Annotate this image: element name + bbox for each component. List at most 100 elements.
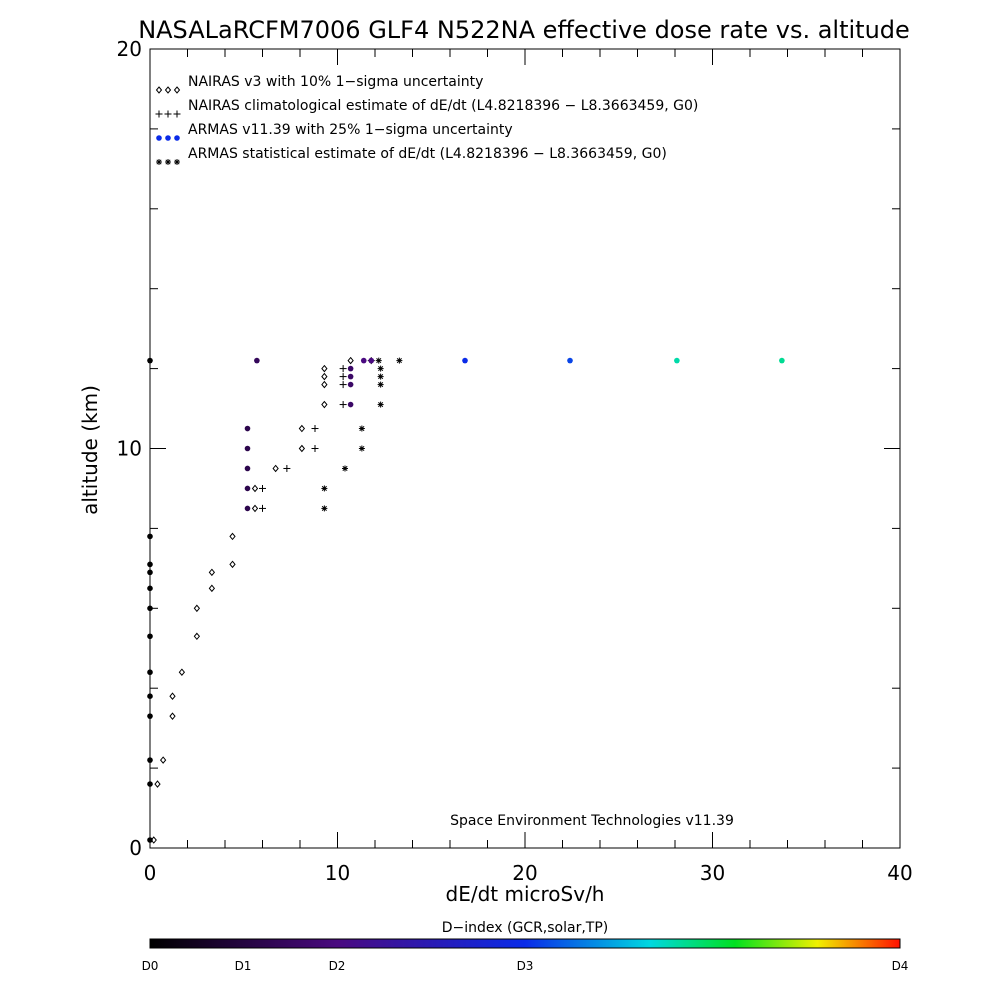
data-point xyxy=(178,668,186,677)
data-point xyxy=(208,584,216,593)
data-point xyxy=(377,373,384,380)
data-point xyxy=(339,365,347,373)
legend-marker xyxy=(173,86,181,94)
credit-text: Space Environment Technologies v11.39 xyxy=(450,813,734,829)
data-point xyxy=(567,357,573,364)
series-asterisk xyxy=(321,357,403,512)
data-point xyxy=(321,380,328,389)
legend-label: ARMAS statistical estimate of dE/dt (L4.… xyxy=(188,146,667,162)
data-point xyxy=(169,712,176,720)
legend-marker xyxy=(173,110,181,118)
y-tick-label: 20 xyxy=(117,37,142,61)
colorbar-labels: D0 D1 D2 D3 D4 xyxy=(142,959,909,973)
data-point xyxy=(272,464,279,473)
data-point xyxy=(147,633,153,640)
data-point xyxy=(347,356,354,365)
data-point xyxy=(462,357,468,364)
legend-label: NAIRAS v3 with 10% 1−sigma uncertainty xyxy=(188,74,483,90)
legend-entry: ARMAS statistical estimate of dE/dt (L4.… xyxy=(156,146,667,165)
legend-marker xyxy=(156,159,162,165)
data-point xyxy=(347,365,354,372)
data-point xyxy=(360,357,367,364)
y-tick-label: 0 xyxy=(129,836,142,860)
data-point xyxy=(368,357,375,364)
data-point xyxy=(321,364,328,373)
legend: NAIRAS v3 with 10% 1−sigma uncertainty NA… xyxy=(155,74,698,165)
data-point xyxy=(147,669,153,676)
data-point xyxy=(298,444,306,453)
data-point xyxy=(347,373,354,380)
x-tick-label: 20 xyxy=(512,861,537,885)
data-point xyxy=(193,632,201,641)
data-point xyxy=(147,757,153,763)
legend-label: ARMAS v11.39 with 25% 1−sigma uncertaint… xyxy=(188,122,513,138)
legend-marker xyxy=(165,135,171,141)
legend-entry: ARMAS v11.39 with 25% 1−sigma uncertaint… xyxy=(156,122,513,141)
data-point xyxy=(259,504,266,512)
data-point xyxy=(339,373,347,381)
data-point xyxy=(339,381,347,389)
data-point xyxy=(169,692,176,700)
y-tick-label: 10 xyxy=(117,437,142,461)
colorbar-label: D0 xyxy=(142,959,159,973)
data-point xyxy=(147,357,153,364)
series-dot xyxy=(147,357,785,843)
data-point xyxy=(229,532,236,541)
x-tick-label: 30 xyxy=(700,861,725,885)
colorbar-label: D2 xyxy=(329,959,346,973)
x-tick-label: 10 xyxy=(325,861,350,885)
series-diamond xyxy=(150,356,354,844)
x-tick-label: 40 xyxy=(887,861,912,885)
colorbar-label: D3 xyxy=(517,959,534,973)
data-point xyxy=(311,445,319,452)
data-point xyxy=(311,425,319,433)
data-point xyxy=(147,781,153,787)
legend-marker xyxy=(164,110,172,118)
colorbar-label: D1 xyxy=(235,959,252,973)
legend-entry: NAIRAS climatological estimate of dE/dt … xyxy=(155,98,698,118)
x-axis-label: dE/dt microSv/h xyxy=(446,882,605,906)
data-point xyxy=(244,445,251,452)
data-point xyxy=(147,713,153,719)
data-point xyxy=(321,372,328,381)
data-point xyxy=(283,464,291,472)
colorbar xyxy=(149,938,901,949)
data-point xyxy=(229,560,236,569)
legend-marker xyxy=(174,135,180,141)
data-point xyxy=(377,365,384,372)
legend-marker xyxy=(155,86,163,94)
colorbar-label: D4 xyxy=(892,959,909,973)
data-point xyxy=(154,780,161,788)
axis-tick-labels: 0 10 20 30 40 0 10 20 xyxy=(117,37,913,885)
y-axis-label: altitude (km) xyxy=(78,385,102,515)
data-point xyxy=(208,568,216,577)
data-point xyxy=(298,424,306,433)
data-point xyxy=(147,533,153,540)
data-point xyxy=(251,504,259,513)
data-point xyxy=(254,357,260,364)
data-point xyxy=(147,561,153,568)
axis-ticks xyxy=(149,48,901,849)
data-point xyxy=(321,505,328,512)
data-point xyxy=(339,401,347,409)
data-point xyxy=(147,569,153,576)
data-point xyxy=(347,401,354,408)
data-point xyxy=(193,604,201,613)
data-point xyxy=(321,400,328,409)
series-plus xyxy=(259,357,375,512)
data-point xyxy=(396,357,403,364)
data-point xyxy=(259,484,266,492)
legend-marker xyxy=(156,135,162,141)
x-tick-label: 0 xyxy=(144,861,157,885)
data-point xyxy=(244,425,251,432)
data-point xyxy=(377,401,384,408)
plot-frame xyxy=(149,48,901,849)
legend-label: NAIRAS climatological estimate of dE/dt … xyxy=(188,98,698,114)
data-point xyxy=(375,357,382,364)
data-point xyxy=(674,357,680,364)
colorbar-title: D−index (GCR,solar,TP) xyxy=(442,920,609,936)
legend-entry: NAIRAS v3 with 10% 1−sigma uncertainty xyxy=(155,74,483,94)
legend-marker xyxy=(164,86,172,94)
data-point xyxy=(358,445,365,452)
